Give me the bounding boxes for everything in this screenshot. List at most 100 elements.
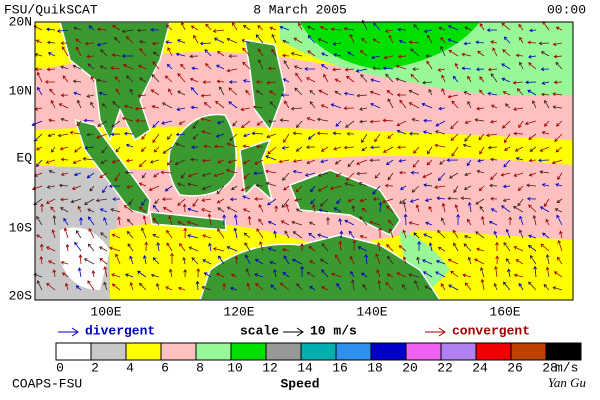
colorbar-tick-label: 22 — [437, 360, 453, 375]
wind-arrow — [387, 98, 394, 109]
wind-arrow — [518, 61, 524, 70]
wind-arrow — [138, 206, 147, 213]
footer-right: Yan Gu — [548, 375, 587, 390]
wind-arrow — [359, 216, 368, 226]
wind-arrow — [100, 49, 108, 57]
wind-arrow — [245, 268, 251, 278]
wind-arrow — [50, 206, 56, 213]
wind-arrow — [555, 120, 563, 127]
wind-arrow — [150, 273, 160, 278]
wind-arrow — [435, 259, 446, 265]
wind-arrow — [246, 282, 251, 291]
wind-arrow — [397, 54, 407, 59]
wind-arrow — [321, 269, 329, 278]
wind-arrow — [187, 234, 199, 239]
wind-arrow — [218, 255, 225, 265]
wind-arrow — [228, 80, 238, 84]
wind-arrow — [377, 279, 381, 291]
wind-arrow — [408, 102, 420, 109]
wind-arrow — [65, 243, 70, 252]
wind-arrow — [310, 198, 316, 205]
wind-arrow — [99, 65, 108, 70]
wind-arrow — [464, 133, 472, 142]
wind-arrow — [440, 217, 446, 226]
colorbar-swatch — [230, 342, 267, 361]
australia — [198, 234, 442, 301]
wind-arrow — [447, 258, 459, 265]
wind-arrow — [413, 24, 420, 31]
wind-arrow — [121, 29, 134, 34]
wind-arrow — [437, 68, 446, 72]
wind-arrow — [255, 90, 264, 96]
wind-arrow — [242, 47, 251, 57]
wind-arrow — [409, 198, 420, 203]
wind-arrow — [202, 234, 212, 239]
wind-arrow — [408, 131, 420, 136]
wind-arrow — [176, 107, 186, 112]
map — [31, 19, 574, 301]
wind-arrow — [398, 39, 407, 44]
wind-arrow — [532, 214, 537, 226]
wind-arrow — [51, 229, 56, 239]
wind-arrow — [283, 133, 290, 143]
wind-arrow — [541, 183, 550, 187]
wind-arrow — [518, 23, 524, 31]
wind-arrow — [486, 28, 498, 32]
lat-label: 20N — [9, 14, 32, 29]
wind-arrow — [189, 54, 199, 59]
wind-arrow — [270, 284, 277, 291]
wind-arrow — [60, 157, 69, 162]
wind-arrow — [195, 280, 200, 291]
wind-arrow — [487, 91, 498, 96]
wind-arrow — [267, 119, 277, 124]
wind-arrow — [412, 67, 420, 72]
wind-arrow — [438, 26, 446, 31]
wind-arrow — [135, 118, 147, 123]
wind-arrow — [423, 271, 433, 278]
wind-arrow — [138, 159, 147, 168]
wind-arrow — [453, 185, 459, 194]
wind-arrow — [86, 94, 95, 98]
wind-arrow — [396, 272, 407, 278]
wind-arrow — [111, 273, 121, 278]
wind-arrow — [137, 28, 147, 33]
wind-arrow — [233, 214, 238, 226]
wind-arrow — [126, 184, 134, 189]
wind-arrow — [98, 91, 108, 96]
wind-arrow — [500, 172, 511, 177]
wind-arrow — [71, 185, 82, 190]
wind-arrow — [205, 23, 212, 31]
wind-arrow — [400, 185, 407, 190]
wind-arrow — [242, 61, 251, 70]
wind-arrow — [231, 185, 238, 191]
wind-arrow — [352, 239, 357, 252]
wind-arrow — [529, 28, 537, 33]
wind-arrow — [63, 227, 69, 239]
wind-arrow — [410, 170, 420, 175]
wind-arrow — [344, 182, 355, 187]
speed-band — [300, 22, 480, 70]
wind-arrow — [255, 34, 264, 44]
wind-arrow — [386, 205, 394, 213]
wind-arrow — [479, 23, 485, 31]
wind-arrow — [552, 286, 563, 291]
wind-arrow — [323, 73, 329, 83]
wind-arrow — [112, 197, 121, 202]
wind-arrow — [242, 144, 251, 149]
wind-arrow — [538, 41, 550, 46]
wind-arrow — [477, 50, 485, 57]
wind-arrow — [165, 24, 173, 31]
wind-arrow — [308, 232, 316, 239]
wind-arrow — [495, 255, 500, 265]
wind-arrow — [291, 258, 303, 265]
wind-arrow — [122, 64, 134, 70]
wind-arrow — [245, 254, 251, 265]
wind-arrow — [330, 27, 342, 32]
wind-arrow — [538, 158, 550, 163]
wind-arrow — [426, 146, 433, 155]
wind-arrow — [87, 280, 95, 291]
wind-arrow — [269, 26, 277, 31]
wind-arrow — [512, 206, 524, 213]
lat-label: EQ — [16, 150, 32, 165]
wind-arrow — [151, 104, 160, 109]
